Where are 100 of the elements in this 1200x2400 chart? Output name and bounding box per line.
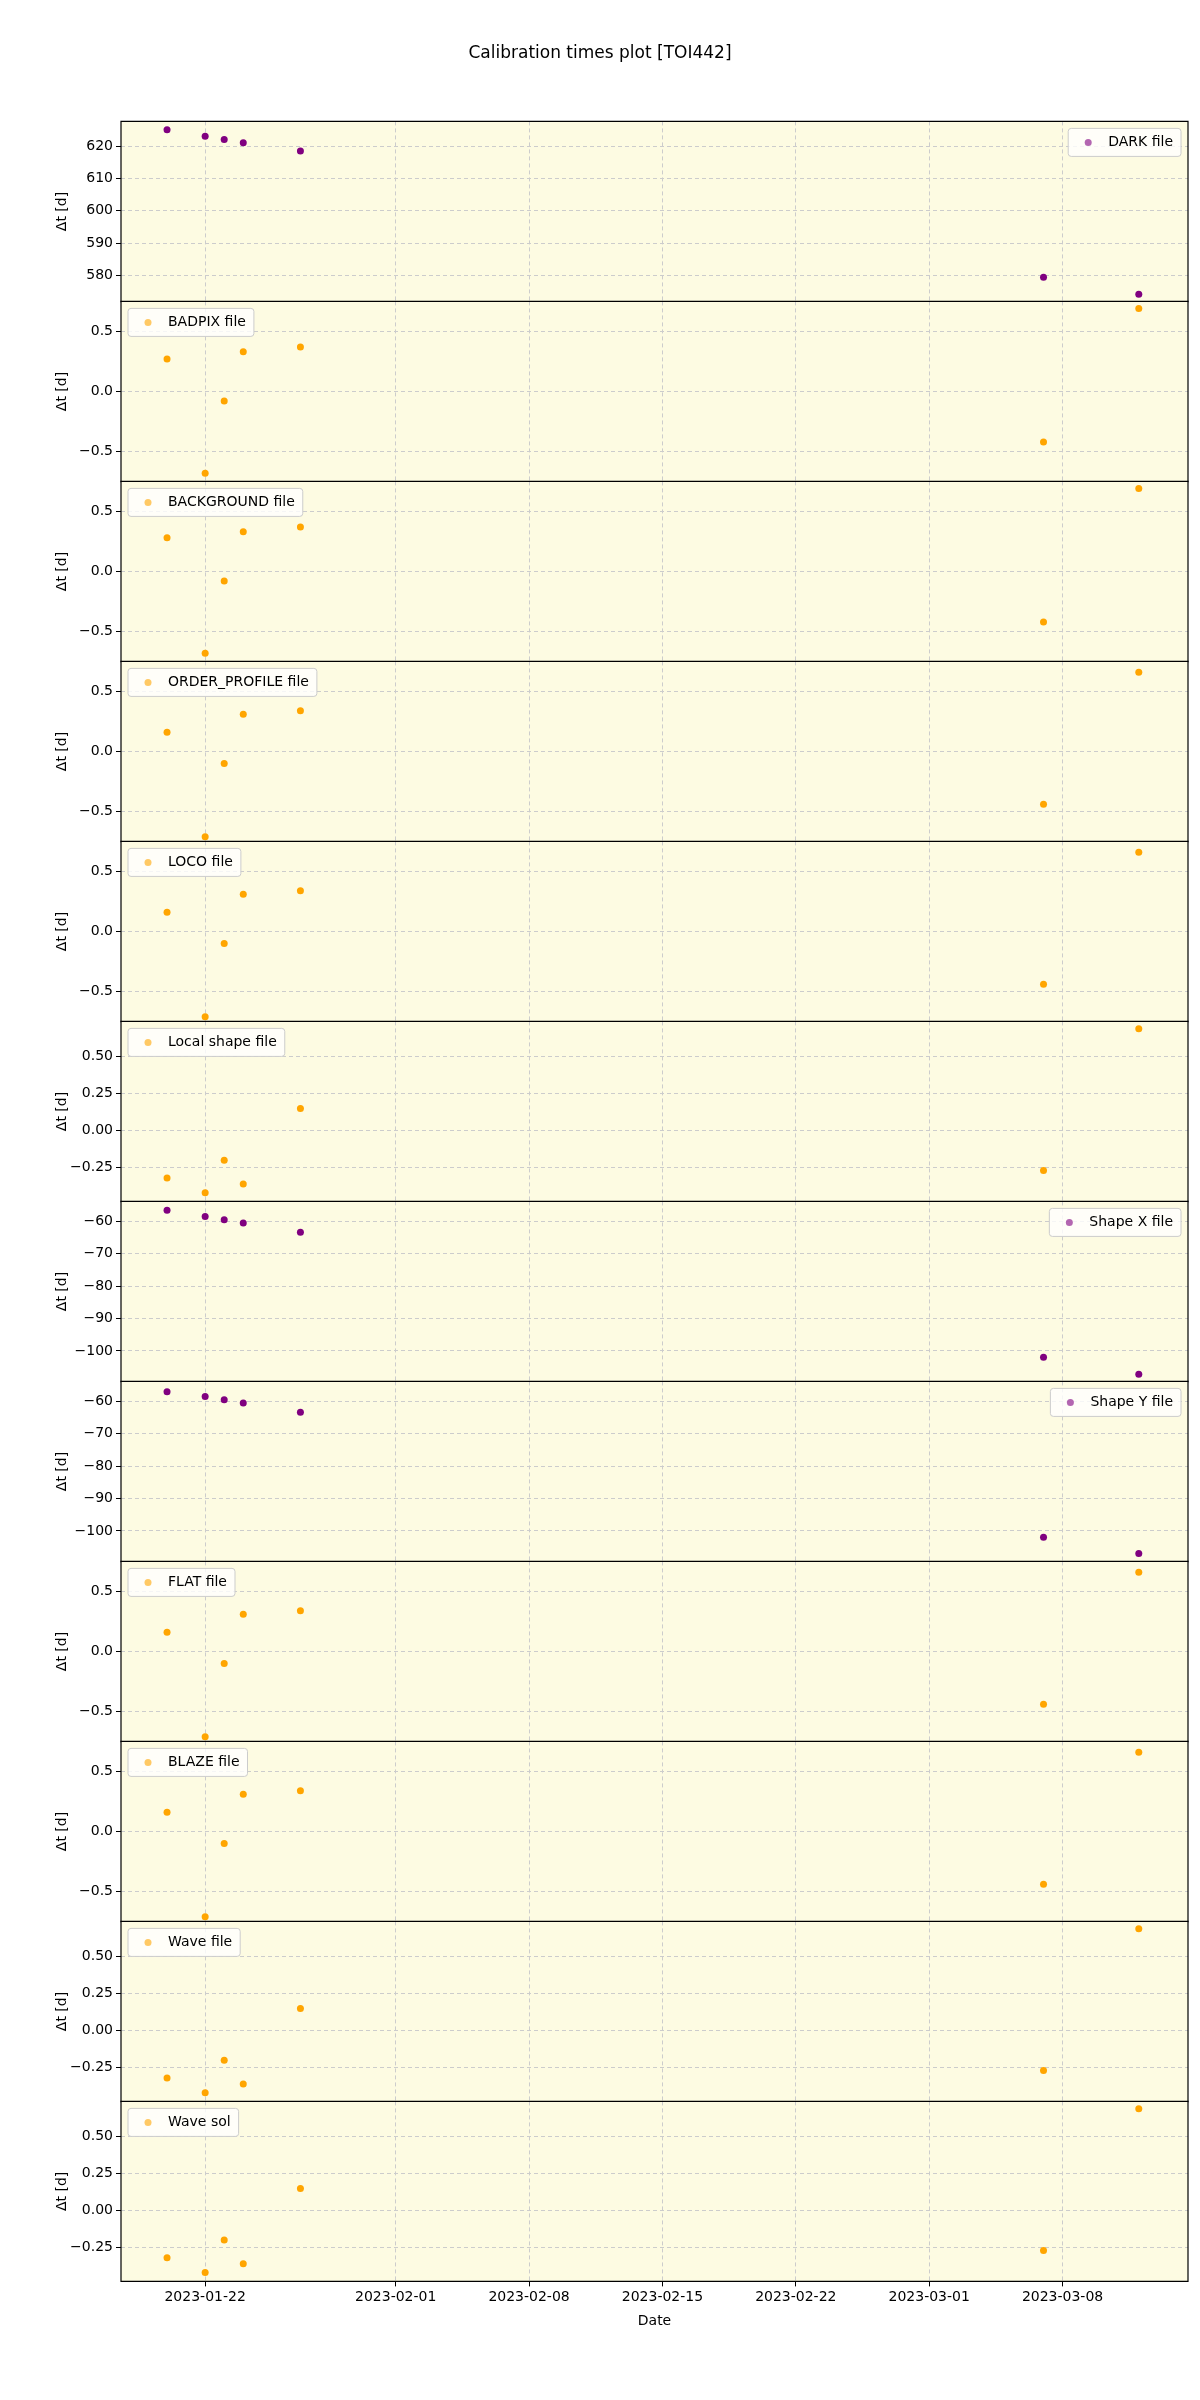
point <box>239 2079 247 2087</box>
point <box>239 138 247 146</box>
point <box>239 890 247 898</box>
point <box>163 125 171 133</box>
point <box>1040 1166 1048 1174</box>
x-tick-label: 2023-02-22 <box>755 2288 837 2305</box>
point <box>201 1212 209 1220</box>
point <box>220 759 228 767</box>
y-tick-label: 0.0 <box>90 1641 113 1658</box>
y-tick-label: 0.0 <box>90 561 113 578</box>
y-tick-label: −80 <box>83 1456 113 1473</box>
point <box>201 2088 209 2096</box>
point <box>1040 1880 1048 1888</box>
point <box>1135 1568 1143 1576</box>
point <box>1040 618 1048 626</box>
point <box>163 728 171 736</box>
y-tick-label: −100 <box>74 1521 113 1538</box>
point <box>163 1206 171 1214</box>
point <box>1040 800 1048 808</box>
point <box>296 886 304 894</box>
point <box>220 135 228 143</box>
y-tick-label: −0.5 <box>79 981 113 998</box>
legend-label: LOCO file <box>168 852 233 869</box>
point <box>220 1156 228 1164</box>
point <box>1135 1549 1143 1557</box>
point <box>201 1012 209 1020</box>
y-tick-label: 600 <box>86 201 113 218</box>
point <box>201 1188 209 1196</box>
point <box>201 1912 209 1920</box>
point <box>163 533 171 541</box>
x-tick-label: 2023-02-08 <box>488 2288 570 2305</box>
point <box>220 397 228 405</box>
point <box>1040 1700 1048 1708</box>
y-tick-label: 0.5 <box>90 1761 113 1778</box>
point <box>1135 304 1143 312</box>
y-tick-label: −0.5 <box>79 621 113 638</box>
point <box>1040 2066 1048 2074</box>
y-axis-title: Δt [d] <box>53 371 70 411</box>
point <box>220 1395 228 1403</box>
y-tick-label: −0.5 <box>79 441 113 458</box>
point <box>296 2184 304 2192</box>
point <box>163 1174 171 1182</box>
y-tick-label: 0.00 <box>81 2200 113 2217</box>
y-tick-label: 0.25 <box>81 1984 113 2001</box>
point <box>1135 1924 1143 1932</box>
y-tick-label: 0.25 <box>81 1084 113 1101</box>
y-tick-label: −70 <box>83 1424 113 1441</box>
point <box>220 1659 228 1667</box>
point <box>1040 2246 1048 2254</box>
legend-label: Local shape file <box>168 1032 277 1049</box>
point <box>1040 273 1048 281</box>
y-axis-title: Δt [d] <box>53 1271 70 1311</box>
point <box>220 1839 228 1847</box>
y-tick-label: −90 <box>83 1488 113 1505</box>
point <box>201 649 209 657</box>
point <box>296 706 304 714</box>
legend-label: BACKGROUND file <box>168 492 295 509</box>
point <box>296 1408 304 1416</box>
y-tick-label: 620 <box>86 136 113 153</box>
point <box>1135 290 1143 298</box>
legend-label: BLAZE file <box>168 1752 240 1769</box>
point <box>296 1104 304 1112</box>
y-tick-label: 0.5 <box>90 501 113 518</box>
point <box>296 1786 304 1794</box>
x-tick-label: 2023-02-15 <box>621 2288 704 2305</box>
chart-title: Calibration times plot [TOI442] <box>467 42 733 62</box>
point <box>163 2253 171 2261</box>
y-tick-label: 0.5 <box>90 861 113 878</box>
point <box>1040 438 1048 446</box>
y-tick-label: 0.50 <box>81 1947 113 1964</box>
y-axis-title: Δt [d] <box>53 1091 70 1131</box>
point <box>296 343 304 351</box>
point <box>239 1179 247 1187</box>
point <box>201 1392 209 1400</box>
point <box>296 2004 304 2012</box>
point <box>239 1790 247 1798</box>
point <box>239 1219 247 1227</box>
y-tick-label: 0.0 <box>90 381 113 398</box>
point <box>239 1399 247 1407</box>
point <box>1135 848 1143 856</box>
y-tick-label: 0.5 <box>90 1581 113 1598</box>
point <box>163 1808 171 1816</box>
y-axis-title: Δt [d] <box>53 1991 70 2031</box>
point <box>239 710 247 718</box>
point <box>201 832 209 840</box>
legend-label: Wave sol <box>168 2112 231 2129</box>
y-tick-label: 0.0 <box>90 741 113 758</box>
point <box>1135 1024 1143 1032</box>
y-axis-title: Δt [d] <box>53 191 70 231</box>
x-axis-title: Date <box>637 2311 672 2328</box>
point <box>296 1228 304 1236</box>
x-tick-label: 2023-01-22 <box>164 2288 246 2305</box>
point <box>1135 1370 1143 1378</box>
legend-label: Shape Y file <box>1090 1392 1174 1409</box>
legend-label: BADPIX file <box>168 312 246 329</box>
point <box>1135 484 1143 492</box>
y-tick-label: 590 <box>86 233 113 250</box>
y-axis-title: Δt [d] <box>53 1631 70 1671</box>
y-tick-label: 0.50 <box>81 2127 113 2144</box>
point <box>201 2268 209 2276</box>
